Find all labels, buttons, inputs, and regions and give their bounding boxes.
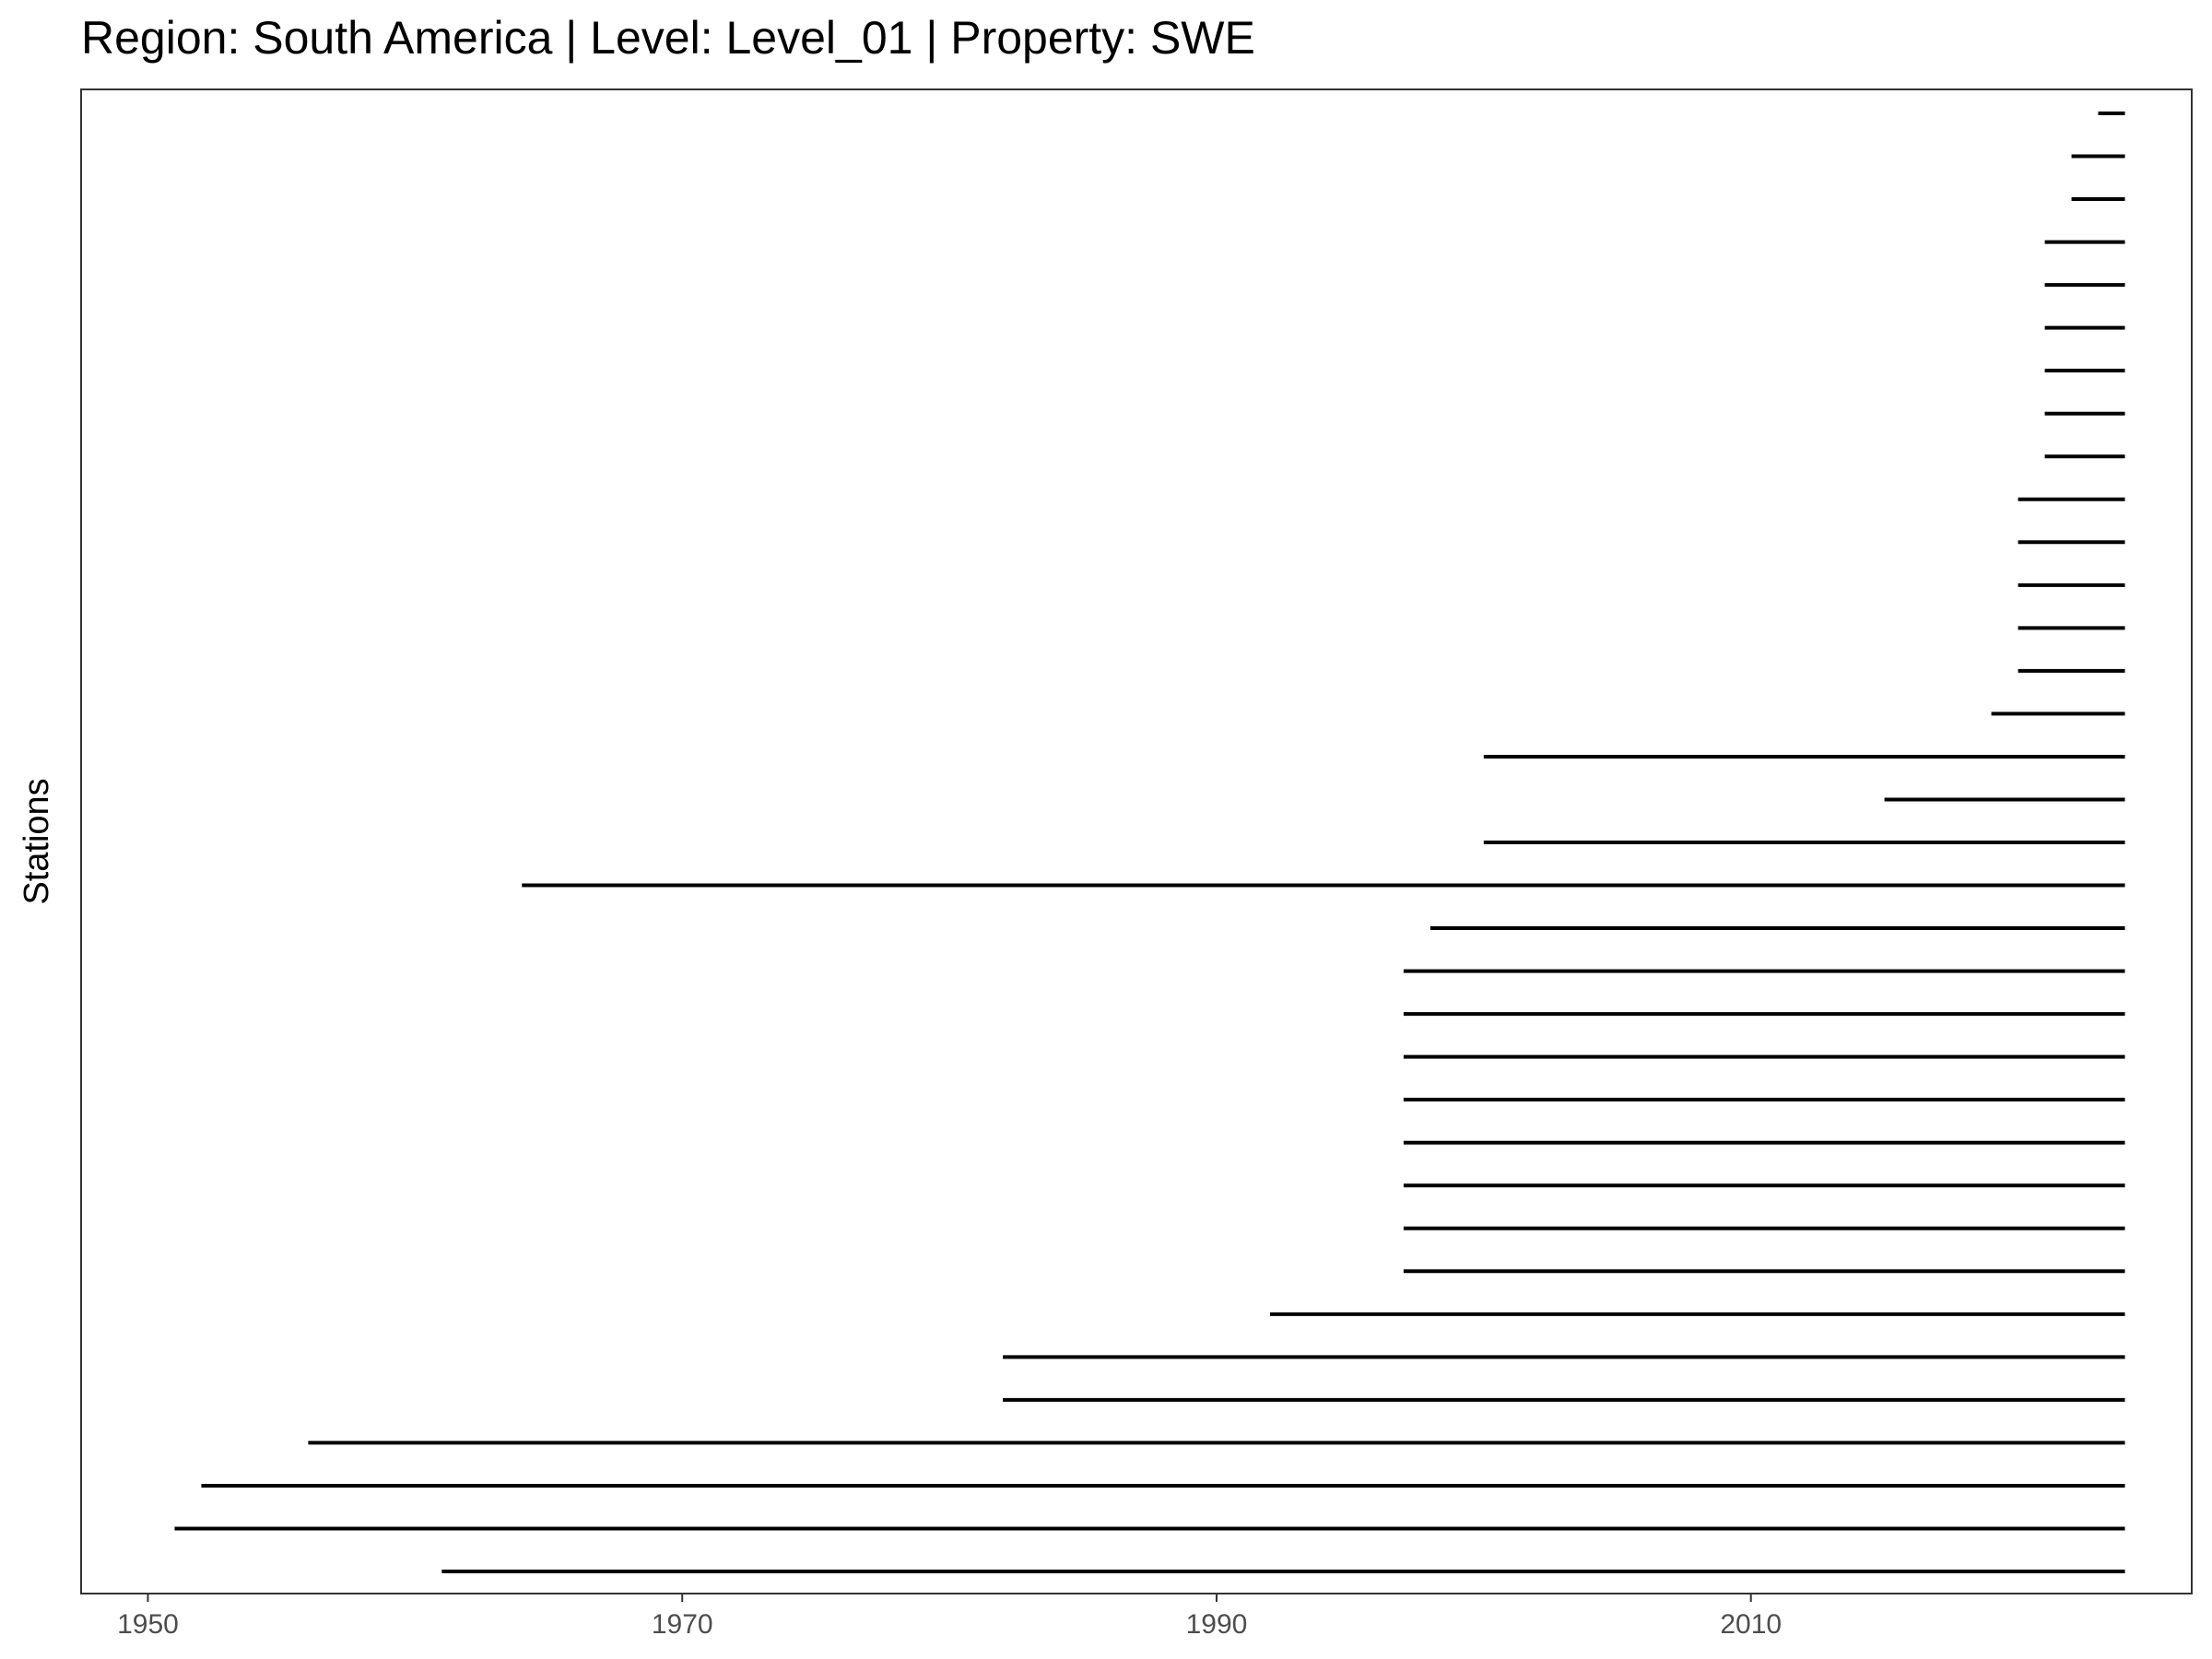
x-tick-label: 1950 (117, 1609, 179, 1640)
chart-title: Region: South America | Level: Level_01 … (81, 12, 1255, 64)
x-axis: 1950 1970 1990 2010 (117, 1594, 1782, 1640)
x-tick-label: 2010 (1720, 1609, 1782, 1640)
segments-layer (174, 112, 2125, 1573)
x-tick-label: 1970 (652, 1609, 713, 1640)
y-axis-title: Stations (18, 778, 56, 904)
x-tick-label: 1990 (1186, 1609, 1248, 1640)
